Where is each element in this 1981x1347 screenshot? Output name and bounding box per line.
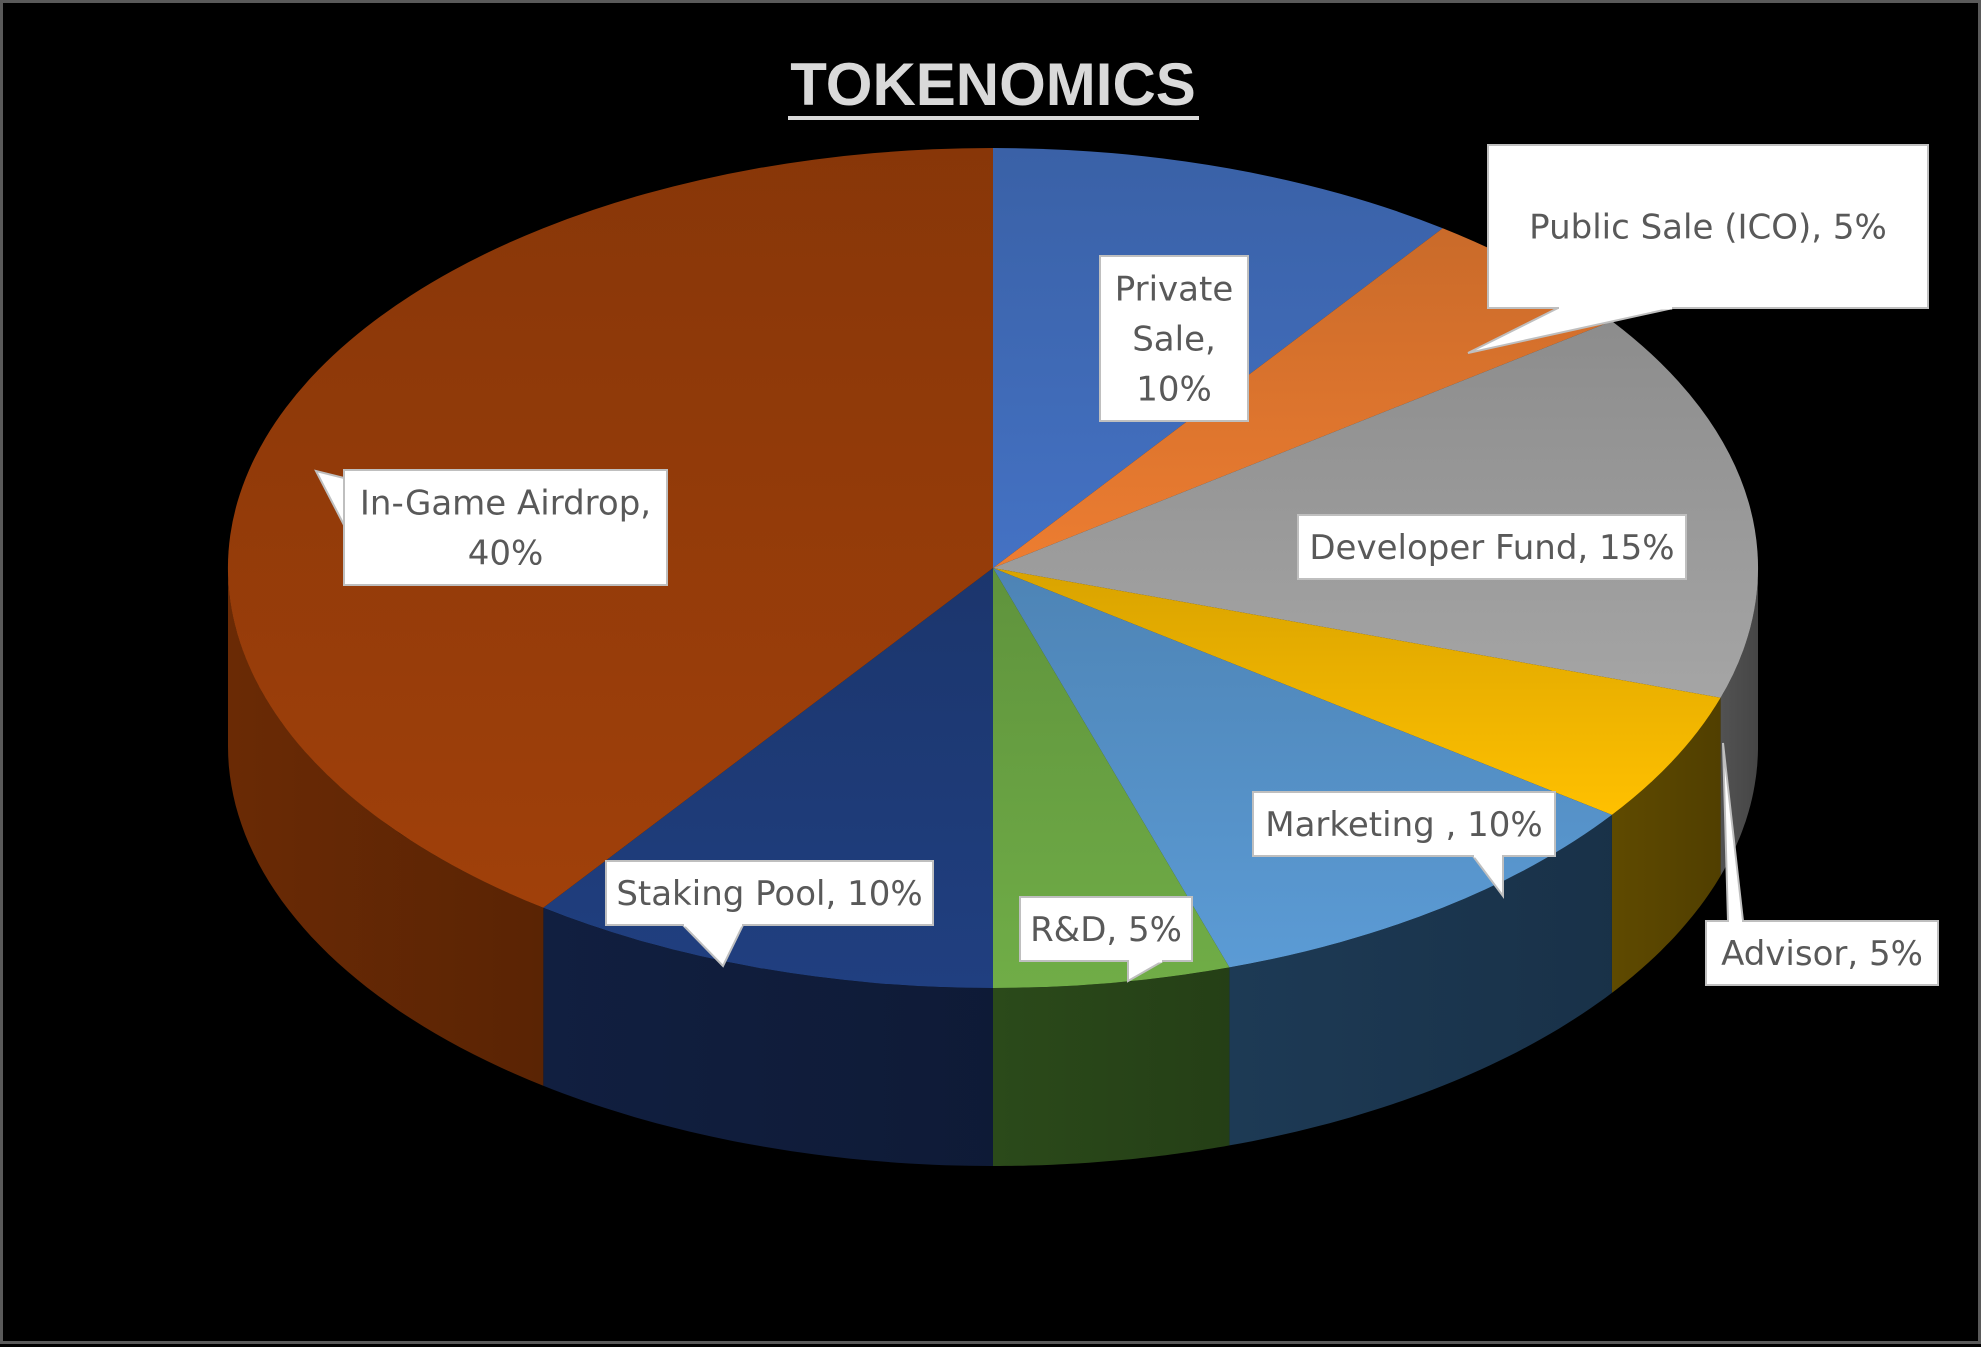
slice-public-sale-ico [993, 228, 1612, 568]
slice-side-staking-pool [543, 907, 993, 1166]
data-label-marketing: Marketing , 10% [1252, 791, 1556, 899]
data-label-text: Public Sale (ICO), 5% [1529, 208, 1887, 248]
label-box [1019, 896, 1193, 962]
label-box [1297, 514, 1687, 580]
slice-side-marketing [1229, 814, 1612, 1146]
label-box [343, 469, 668, 586]
data-label-private-sale: Private Sale, 10% [1099, 255, 1249, 422]
data-label-developer-fund: Developer Fund, 15% [1297, 514, 1687, 580]
data-label-text: R&D, 5% [1030, 910, 1182, 950]
slice-side-r-d [993, 967, 1230, 1166]
label-box [1705, 920, 1939, 986]
data-label-text: Advisor, 5% [1721, 934, 1923, 974]
slice-side-in-game-airdrop [228, 568, 544, 1086]
slice-r-d [993, 568, 1230, 988]
slice-advisor [993, 568, 1721, 815]
slice-side-advisor [1611, 697, 1721, 993]
data-label-text: Marketing , 10% [1265, 805, 1542, 845]
data-label-public-sale-ico: Public Sale (ICO), 5% [1467, 144, 1929, 354]
data-labels: Private Sale, 10% Public Sale (ICO), 5% Deve… [314, 144, 1939, 986]
data-label-text: Developer Fund, 15% [1309, 528, 1674, 568]
label-box [605, 860, 934, 926]
chart-title: TOKENOMICS [790, 51, 1196, 118]
data-label-text: 10% [1136, 370, 1212, 410]
slice-marketing [993, 568, 1612, 968]
data-label-text: Sale, [1132, 320, 1216, 360]
data-label-advisor: Advisor, 5% [1705, 742, 1939, 986]
pie-sides [228, 568, 1758, 1166]
label-box [1099, 255, 1249, 422]
data-label-text: 40% [468, 534, 544, 574]
data-label-staking-pool: Staking Pool, 10% [605, 860, 934, 968]
data-label-text: Staking Pool, 10% [616, 874, 922, 914]
data-label-in-game-airdrop: In-Game Airdrop, 40% [314, 469, 668, 586]
pie-chart: TOKENOMICS Private Sale, 10% Public Sale (I… [227, 51, 1939, 1166]
label-box [1252, 791, 1556, 857]
label-box [1487, 144, 1929, 309]
data-label-r-d: R&D, 5% [1019, 896, 1193, 983]
data-label-text: In-Game Airdrop, [360, 484, 651, 524]
slice-developer-fund [993, 321, 1759, 698]
data-label-text: Private [1115, 270, 1234, 310]
